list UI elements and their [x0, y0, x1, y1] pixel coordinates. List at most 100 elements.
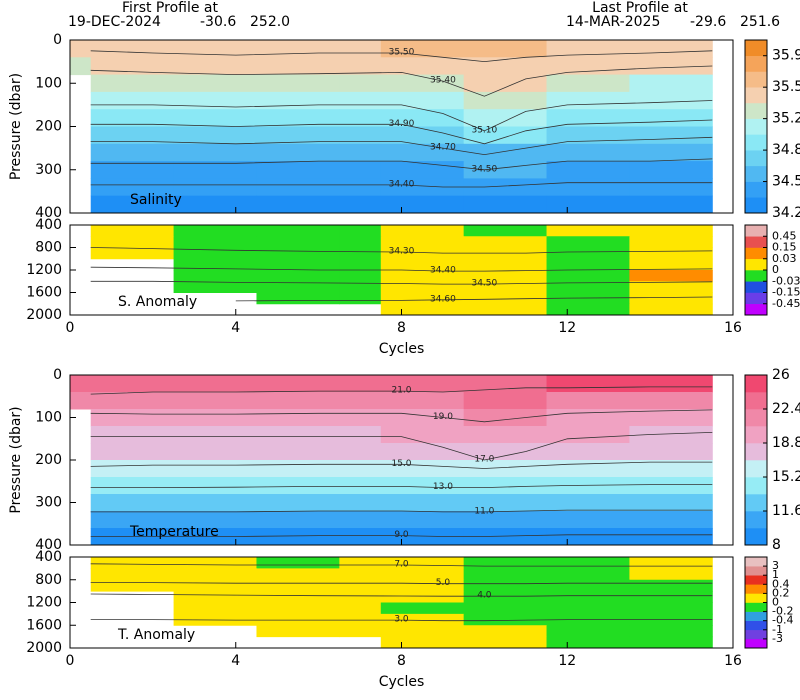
- y-tick-label: 0: [53, 367, 62, 383]
- field-cell: [463, 109, 548, 127]
- contour-label: 34.50: [471, 164, 497, 174]
- field-cell: [90, 178, 175, 197]
- colorbar-tick-label: 0.03: [772, 252, 797, 265]
- field-cell: [173, 57, 257, 76]
- colorbar-swatch: [745, 611, 767, 621]
- field-cell: [629, 236, 713, 248]
- field-cell: [380, 178, 465, 197]
- field-cell: [380, 126, 465, 145]
- field-cell: [256, 591, 340, 603]
- field-cell: [339, 602, 382, 615]
- field-cell: [629, 247, 713, 260]
- contour-label: 5.0: [436, 578, 451, 588]
- contour-line: [90, 386, 713, 395]
- field-cell: [256, 40, 340, 58]
- field-cell: [256, 247, 340, 260]
- field-cell: [463, 225, 548, 237]
- contour-line: [90, 136, 713, 156]
- field-cell: [173, 477, 257, 495]
- last-profile-date: 14-MAR-2025: [566, 14, 660, 30]
- field-cell: [380, 281, 465, 293]
- field-cell: [256, 409, 340, 427]
- x-tick-label: 8: [397, 653, 406, 669]
- field-cell: [339, 258, 382, 271]
- field-cell: [339, 426, 382, 444]
- field-cell: [629, 579, 713, 592]
- field-cell: [173, 602, 257, 615]
- contour-line: [90, 619, 713, 622]
- field-cell: [339, 528, 382, 546]
- field-cell: [256, 602, 340, 615]
- x-tick-label: 12: [558, 320, 576, 336]
- field-cell: [629, 568, 713, 581]
- field-cell: [339, 494, 382, 512]
- field-cell: [256, 143, 340, 162]
- colorbar-swatch: [745, 494, 767, 512]
- field-cell: [339, 557, 382, 569]
- contour-label: 17.0: [474, 455, 494, 465]
- colorbar-tick-label: 34.2: [772, 205, 800, 221]
- y-tick-label: 200: [35, 452, 62, 468]
- field-cell: [256, 258, 340, 271]
- field-cell: [90, 460, 175, 478]
- field-cell: [629, 375, 713, 393]
- field-cell: [546, 270, 630, 282]
- field-cell: [380, 477, 465, 495]
- field-cell: [380, 270, 465, 282]
- contour-label: 13.0: [433, 482, 453, 492]
- contour-line: [90, 100, 713, 132]
- colorbar-swatch: [745, 426, 767, 444]
- field-cell: [629, 178, 713, 197]
- field-cell: [629, 57, 713, 76]
- field-cell: [546, 636, 630, 649]
- field-cell: [629, 625, 713, 638]
- colorbar-tick-label: 0.15: [772, 241, 797, 254]
- field-cell: [256, 270, 340, 282]
- field-cell: [339, 591, 382, 603]
- colorbar-swatch: [745, 236, 767, 248]
- y-tick-label: 300: [35, 162, 62, 178]
- field-cell: [629, 426, 713, 444]
- colorbar-tick-label: 34.88: [772, 142, 800, 158]
- colorbar-swatch: [745, 118, 767, 135]
- field-cell: [90, 195, 175, 214]
- contour-label: 19.0: [433, 412, 453, 422]
- field-cell: [90, 511, 175, 529]
- colorbar-swatch: [745, 511, 767, 529]
- y-tick-label: 800: [35, 240, 62, 256]
- field-cell: [256, 236, 340, 248]
- contour-label: 15.0: [391, 459, 411, 469]
- first-profile-date: 19-DEC-2024: [68, 14, 161, 30]
- field-cell: [256, 91, 340, 110]
- contour-label: 34.40: [389, 179, 415, 189]
- field-cell: [463, 258, 548, 271]
- field-cell: [70, 57, 92, 76]
- colorbar-tick-label: -0.15: [772, 286, 800, 299]
- field-cell: [546, 258, 630, 271]
- field-cell: [90, 40, 175, 58]
- y-tick-label: 100: [35, 410, 62, 426]
- colorbar-swatch: [745, 270, 767, 282]
- field-cell: [546, 91, 630, 110]
- field-cell: [629, 195, 713, 214]
- field-cell: [173, 511, 257, 529]
- x-tick-label: 0: [66, 320, 75, 336]
- field-cell: [380, 161, 465, 179]
- colorbar-tick-label: 8: [772, 537, 781, 553]
- field-cell: [339, 126, 382, 145]
- field-cell: [90, 91, 175, 110]
- y-axis-label: Pressure (dbar): [8, 406, 24, 513]
- field-cell: [463, 303, 548, 316]
- colorbar-tick-label: 0.4: [772, 577, 790, 590]
- field-cell: [90, 225, 175, 237]
- field-cell: [256, 568, 340, 581]
- field-cell: [629, 557, 713, 569]
- colorbar-swatch: [745, 134, 767, 151]
- field-cell: [256, 126, 340, 145]
- field-cell: [380, 568, 465, 581]
- field-cell: [173, 225, 257, 237]
- y-tick-label: 1200: [26, 262, 62, 278]
- colorbar-tick-label: 0: [772, 263, 779, 276]
- contour-label: 34.40: [430, 266, 456, 276]
